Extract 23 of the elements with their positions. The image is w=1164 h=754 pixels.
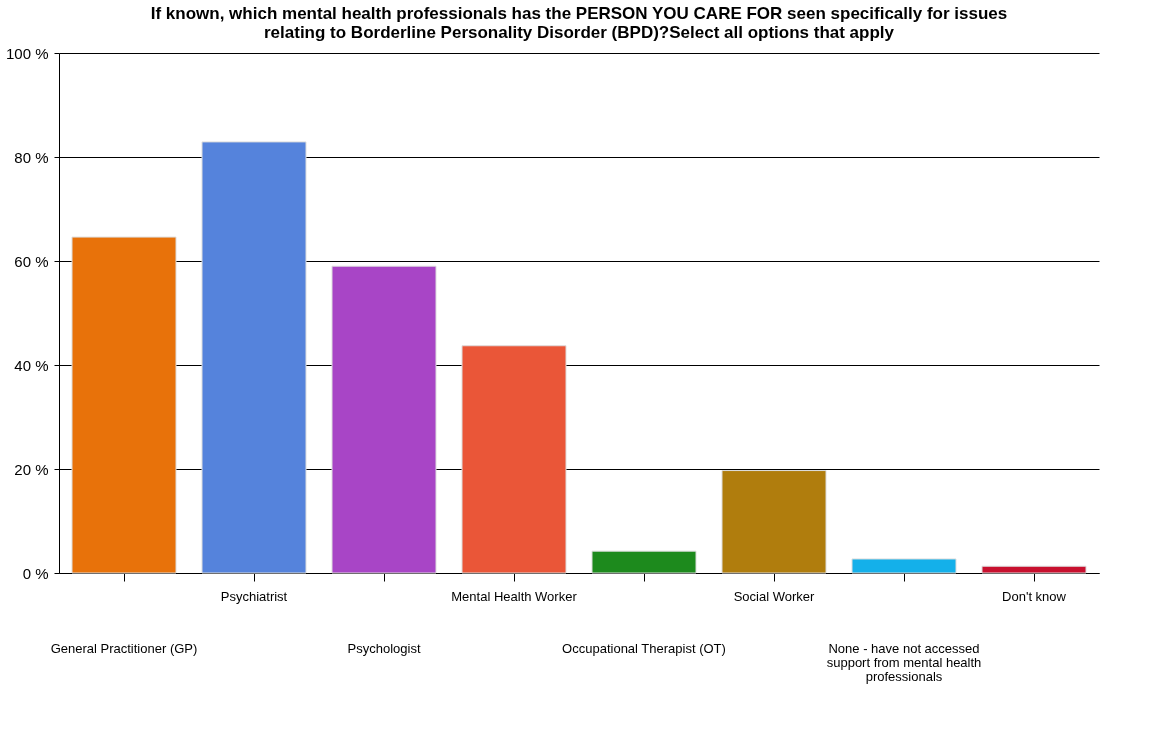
- x-tick-label: Mental Health Worker: [451, 589, 578, 604]
- chart-title: If known, which mental health professionals has the PERSON YOU CARE FOR seen specifically for issues relating to Borderline Personality Disorder (BPD)?Select all options that apply: [150, 4, 1008, 42]
- bar: [331, 265, 437, 574]
- x-tick-label: Don't know: [1002, 589, 1067, 604]
- x-tick-label: None - have not accessed support from mental health professionals: [826, 641, 982, 684]
- bar: [981, 565, 1087, 574]
- x-tick-label: Psychologist: [347, 641, 421, 656]
- y-tick-label: 0 %: [22, 564, 49, 582]
- y-tick-label: 60 %: [14, 252, 49, 270]
- y-tick-label: 100 %: [5, 44, 49, 62]
- bar: [721, 470, 827, 574]
- x-tick-label: Social Worker: [733, 589, 815, 604]
- bar: [591, 550, 697, 574]
- y-tick-label: 20 %: [14, 460, 49, 478]
- y-tick-label: 40 %: [14, 356, 49, 374]
- x-tick-label: General Practitioner (GP): [50, 641, 198, 656]
- bar: [201, 141, 307, 574]
- bar: [851, 558, 957, 574]
- bar: [461, 345, 567, 574]
- x-tick-label: Psychiatrist: [220, 589, 288, 604]
- y-tick-label: 80 %: [14, 148, 49, 166]
- bar: [71, 236, 177, 574]
- x-tick-label: Occupational Therapist (OT): [562, 641, 726, 656]
